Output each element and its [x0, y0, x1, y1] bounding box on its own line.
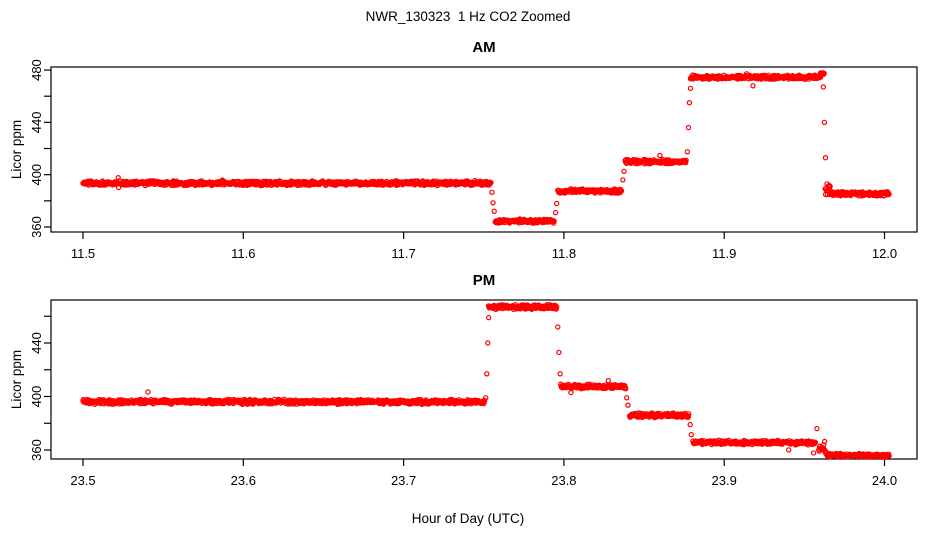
am-panel-title: AM: [472, 39, 496, 56]
figure-title: NWR_130323 1 Hz CO2 Zoomed: [365, 9, 571, 24]
y-tick-label: 480: [29, 59, 44, 81]
y-tick-label: 440: [29, 112, 44, 134]
x-tick-label: 12.0: [872, 246, 897, 261]
x-tick-label: 11.9: [712, 246, 736, 261]
x-tick-label: 11.7: [391, 246, 415, 261]
pm-y-axis-label: Licor ppm: [9, 350, 24, 409]
x-tick-label: 23.5: [70, 473, 95, 488]
x-tick-label: 23.6: [231, 473, 256, 488]
x-tick-label: 11.5: [71, 246, 95, 261]
am-y-axis-label: Licor ppm: [9, 120, 24, 179]
y-tick-label: 400: [29, 386, 44, 408]
am-plot: Licor ppm 11.5 11.6 11.7 11.8 11.9 12.0 360 400…: [9, 59, 918, 261]
x-axis-label: Hour of Day (UTC): [411, 511, 525, 526]
x-tick-label: 24.0: [872, 473, 897, 488]
x-tick-label: 11.8: [552, 246, 576, 261]
y-tick-label: 400: [29, 164, 44, 186]
x-tick-label: 23.9: [712, 473, 737, 488]
x-tick-label: 23.8: [551, 473, 576, 488]
pm-panel-title: PM: [472, 272, 496, 289]
x-tick-label: 11.6: [231, 246, 255, 261]
pm-plot: Licor ppm 23.5 23.6 23.7 23.8 23.9 24.0 360 400…: [9, 299, 918, 488]
y-tick-label: 360: [29, 216, 44, 238]
y-tick-label: 360: [29, 439, 44, 461]
am-data-points: [80, 70, 892, 226]
pm-data-points: [80, 302, 892, 461]
x-tick-label: 23.7: [391, 473, 416, 488]
y-tick-label: 440: [29, 332, 44, 354]
